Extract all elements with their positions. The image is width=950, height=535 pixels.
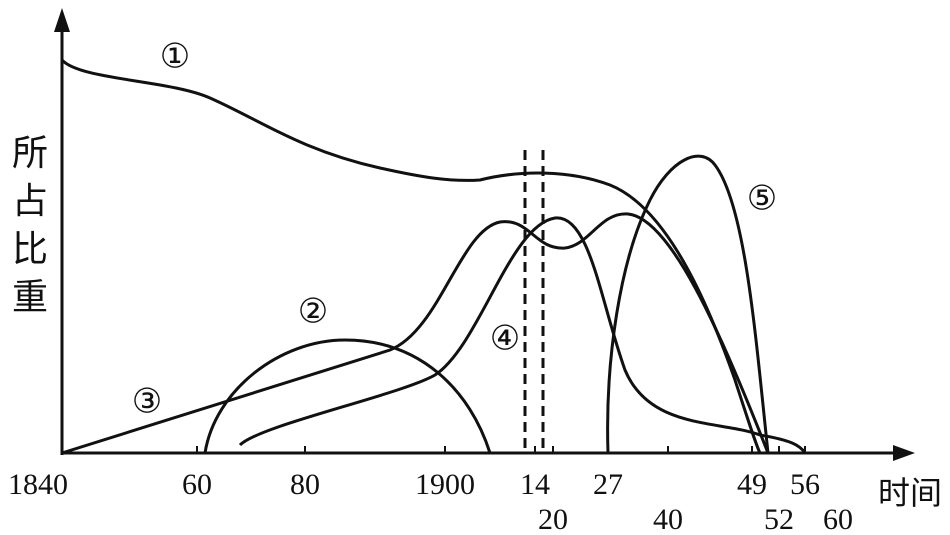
x-tick-label: 80 bbox=[290, 468, 320, 501]
curve-1 bbox=[60, 58, 762, 454]
x-tick-label: 40 bbox=[653, 503, 683, 535]
x-tick-label: 27 bbox=[593, 468, 623, 501]
curve-4 bbox=[238, 216, 807, 454]
y-axis-label-char: 重 bbox=[12, 277, 48, 318]
curve-label: ③ bbox=[132, 382, 162, 422]
x-axis-arrow bbox=[893, 445, 915, 461]
y-axis-label: 所 占 比 重 bbox=[12, 133, 48, 318]
y-axis-label-char: 比 bbox=[12, 229, 48, 270]
curve-label: ⑤ bbox=[747, 179, 777, 219]
x-tick-label: 49 bbox=[737, 468, 767, 501]
y-axis-arrow bbox=[54, 8, 70, 32]
x-tick-label: 52 bbox=[764, 503, 794, 535]
curve-3 bbox=[61, 212, 770, 455]
x-tick-label: 1840 bbox=[8, 468, 68, 501]
x-tick-label: 20 bbox=[538, 503, 568, 535]
x-tick-label: 56 bbox=[790, 468, 820, 501]
y-axis-label-char: 所 bbox=[12, 133, 48, 174]
x-axis-label: 时间 bbox=[878, 474, 942, 512]
x-tick-label: 60 bbox=[823, 503, 853, 535]
curve-2 bbox=[203, 338, 492, 454]
curve-label: ② bbox=[298, 292, 328, 332]
curve-label: ① bbox=[160, 37, 190, 77]
x-tick-label: 1900 bbox=[415, 468, 475, 501]
x-tick-label: 60 bbox=[182, 468, 212, 501]
x-tick-label: 14 bbox=[520, 468, 550, 501]
curve-5 bbox=[606, 154, 770, 454]
curve-label: ④ bbox=[490, 319, 520, 359]
y-axis-label-char: 占 bbox=[12, 181, 48, 222]
